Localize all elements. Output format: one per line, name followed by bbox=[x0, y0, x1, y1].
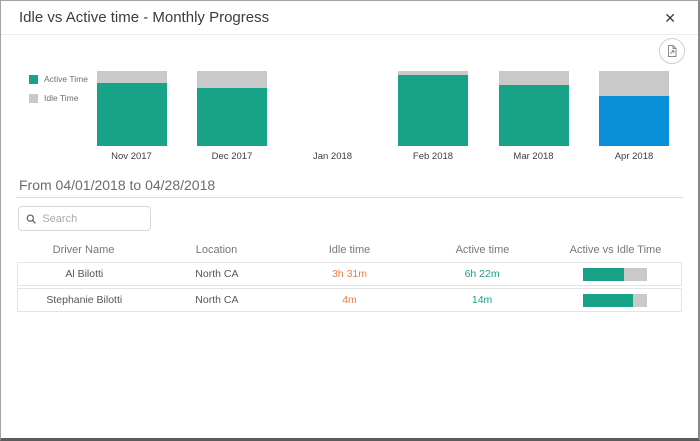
drivers-table: Driver Name Location Idle time Active time A… bbox=[17, 239, 682, 312]
active-vs-idle-bar-fill bbox=[582, 267, 625, 281]
active-vs-idle-bar-fill bbox=[582, 293, 633, 307]
location-cell: North CA bbox=[195, 268, 239, 280]
idle-segment[interactable] bbox=[96, 71, 167, 83]
active-segment[interactable] bbox=[197, 87, 267, 146]
driver-name-cell: Stephanie Bilotti bbox=[46, 294, 123, 306]
table-row[interactable]: Stephanie Bilotti North CA 4m 14m bbox=[17, 288, 682, 312]
search-box bbox=[18, 206, 151, 231]
active-segment[interactable] bbox=[96, 83, 167, 146]
idle-segment[interactable] bbox=[498, 71, 569, 86]
bar-label: Dec 2017 bbox=[211, 151, 253, 162]
dialog-header: Idle vs Active time - Monthly Progress ✕ bbox=[1, 1, 698, 35]
column-header-active-vs-idle-time: Active vs Idle Time bbox=[569, 243, 662, 256]
bar-label: Nov 2017 bbox=[111, 151, 152, 162]
idle-time-cell: 4m bbox=[342, 294, 357, 306]
active-segment[interactable] bbox=[498, 85, 569, 146]
legend-item-idle-time: Idle Time bbox=[29, 93, 88, 103]
search-icon bbox=[26, 213, 36, 224]
bar-label: Feb 2018 bbox=[412, 151, 454, 162]
bar-slot-apr-2018[interactable]: Apr 2018 bbox=[584, 61, 685, 162]
active-vs-idle-bar bbox=[582, 267, 647, 281]
column-header-driver-name: Driver Name bbox=[52, 243, 115, 256]
location-cell: North CA bbox=[195, 294, 239, 306]
table-body: Al Bilotti North CA 3h 31m 6h 22m Stephanie … bbox=[17, 262, 682, 312]
bar-slot-dec-2017[interactable]: Dec 2017 bbox=[182, 61, 283, 162]
driver-name-cell: Al Bilotti bbox=[65, 268, 104, 280]
idle-segment[interactable] bbox=[398, 71, 468, 75]
bar-slot-feb-2018[interactable]: Feb 2018 bbox=[383, 61, 484, 162]
active-vs-idle-cell bbox=[548, 267, 681, 281]
bar-label: Jan 2018 bbox=[312, 151, 353, 162]
monthly-progress-chart: Active Time Idle Time Nov 2017 Dec 2017 Jan… bbox=[1, 61, 698, 171]
export-report-button[interactable] bbox=[659, 38, 685, 64]
legend-item-active-time: Active Time bbox=[29, 74, 88, 84]
idle-time-cell: 3h 31m bbox=[331, 268, 367, 280]
bar-label: Apr 2018 bbox=[614, 151, 654, 162]
legend-swatch bbox=[29, 74, 38, 84]
column-header-idle-time: Idle time bbox=[328, 243, 371, 256]
bar-label: Mar 2018 bbox=[513, 151, 554, 162]
date-range-label: From 04/01/2018 to 04/28/2018 bbox=[19, 177, 216, 193]
dialog-title: Idle vs Active time - Monthly Progress bbox=[19, 9, 270, 26]
active-segment[interactable] bbox=[599, 95, 669, 146]
bar-slot-nov-2017[interactable]: Nov 2017 bbox=[81, 61, 182, 162]
close-icon[interactable]: ✕ bbox=[660, 7, 680, 29]
table-row[interactable]: Al Bilotti North CA 3h 31m 6h 22m bbox=[17, 262, 682, 286]
date-divider bbox=[16, 197, 683, 198]
bar-slot-jan-2018[interactable]: Jan 2018 bbox=[282, 61, 383, 162]
legend-swatch bbox=[29, 93, 38, 103]
legend-label: Active Time bbox=[44, 74, 88, 84]
bar-slot-mar-2018[interactable]: Mar 2018 bbox=[483, 61, 584, 162]
search-input[interactable] bbox=[42, 212, 143, 225]
column-header-location: Location bbox=[195, 243, 238, 256]
active-vs-idle-bar bbox=[582, 293, 647, 307]
legend-label: Idle Time bbox=[44, 93, 79, 103]
idle-segment[interactable] bbox=[599, 71, 669, 96]
table-header-row: Driver Name Location Idle time Active time A… bbox=[17, 239, 682, 260]
active-time-cell: 6h 22m bbox=[464, 268, 500, 280]
active-segment[interactable] bbox=[398, 74, 468, 146]
column-header-active-time: Active time bbox=[455, 243, 510, 256]
active-time-cell: 14m bbox=[471, 294, 493, 306]
active-vs-idle-cell bbox=[548, 293, 681, 307]
idle-segment[interactable] bbox=[197, 71, 267, 88]
export-report-icon bbox=[668, 45, 677, 57]
chart-legend: Active Time Idle Time bbox=[29, 74, 88, 112]
